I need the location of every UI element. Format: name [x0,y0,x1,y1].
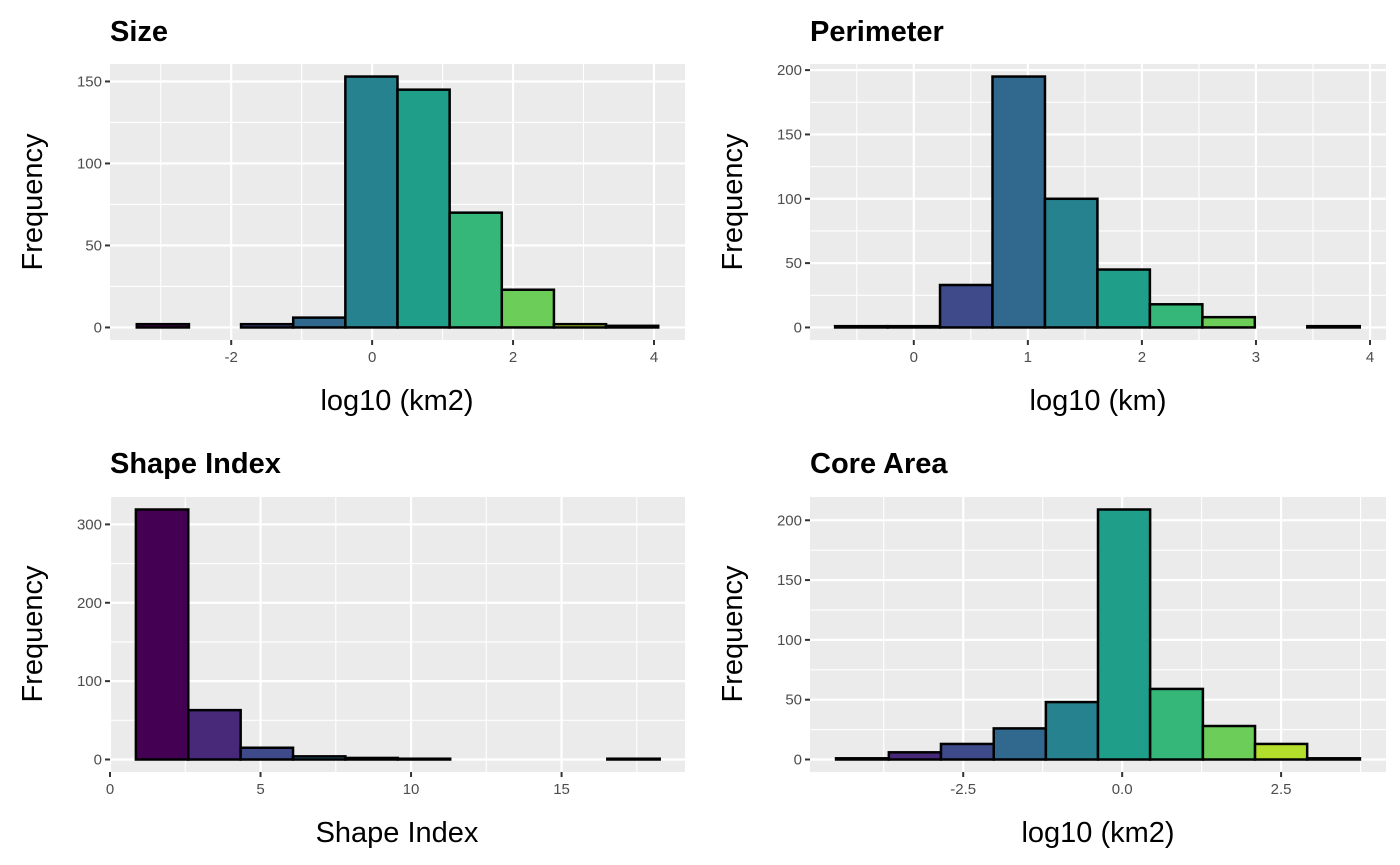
x-tick-label: 10 [403,781,420,798]
y-tick-label: 50 [785,255,802,272]
x-tick-label: 5 [256,781,264,798]
x-tick-label: 0 [106,781,114,798]
y-tick-label: 150 [777,572,802,589]
x-axis-title: log10 (km) [1030,385,1167,417]
histogram-bar [887,751,943,761]
y-tick-label: 150 [777,126,802,143]
histogram-bar [834,757,891,761]
histogram-bar [239,322,295,329]
y-tick-label: 150 [77,73,102,90]
x-tick-label: -2.5 [950,781,976,798]
histogram-bar [135,322,191,329]
y-axis-title: Frequency [717,133,749,271]
y-tick-label: 0 [94,752,102,769]
histogram-bar [291,316,347,329]
histogram-bar [606,757,661,761]
histogram-bar [1148,303,1204,329]
histogram-bar [1043,197,1099,329]
x-tick-label: 2 [509,349,517,366]
x-tick-label: 0 [368,349,376,366]
x-tick-label: 4 [1366,349,1374,366]
histogram-bar [886,324,942,329]
x-tick-label: -2 [225,349,238,366]
panel-title: Core Area [810,448,948,480]
panel-size: -2 0 2 4 0 50 100 150 Size Frequency log10 (km2… [17,16,685,417]
y-tick-label: 0 [94,319,102,336]
histogram-bar [448,211,504,329]
panel-perimeter: 0 1 2 3 4 0 50 100 150 200 Perimeter Frequency lo… [717,16,1386,417]
histogram-bar [604,324,660,329]
histogram-bar [344,756,400,761]
x-tick-label: 0.0 [1112,781,1133,798]
y-tick-label: 100 [777,191,802,208]
histogram-bar [1096,508,1152,761]
x-tick-label: 2.5 [1271,781,1292,798]
y-axis-title: Frequency [17,133,49,271]
histogram-bar [239,746,295,761]
histogram-bar [939,742,995,761]
x-tick-label: 3 [1252,349,1260,366]
histogram-bar [396,757,452,761]
histogram-bar [992,727,1048,761]
panel-shape-index: 0 5 10 15 0 100 200 300 Shape Index Frequency S… [17,448,685,849]
panel-core-area: -2.5 0.0 2.5 0 50 100 150 200 Core Area Frequen… [717,448,1386,849]
y-axis-title: Frequency [717,565,749,703]
histogram-bar [1306,324,1362,329]
histogram-bar [500,288,556,329]
histogram-bar [1201,724,1257,761]
histogram-bar [344,75,399,329]
histogram-bar [1096,268,1152,329]
panel-title: Shape Index [110,448,281,480]
x-tick-label: 0 [910,349,918,366]
y-tick-label: 100 [77,673,102,690]
x-axis-title: log10 (km2) [1021,817,1174,849]
histogram-bar [833,324,889,329]
y-tick-label: 100 [777,632,802,649]
panel-title: Perimeter [810,16,944,48]
histogram-bar [1305,757,1362,761]
histogram-bar [991,75,1047,329]
histogram-bar [187,708,242,761]
histogram-bar [552,322,608,329]
x-axis-title: Shape Index [316,817,479,849]
histogram-bar [396,88,451,329]
histogram-bar [1253,742,1309,761]
histogram-bar [1201,315,1257,329]
y-tick-label: 200 [777,512,802,529]
y-tick-label: 0 [794,752,802,769]
histogram-bar [134,508,190,761]
y-tick-label: 50 [85,237,102,254]
x-axis-title: log10 (km2) [320,385,473,417]
y-tick-label: 300 [77,516,102,533]
histogram-bar [1044,700,1100,761]
y-tick-label: 0 [794,319,802,336]
x-tick-label: 15 [553,781,570,798]
y-tick-label: 100 [77,155,102,172]
x-tick-label: 1 [1024,349,1032,366]
panel-title: Size [110,16,168,48]
y-tick-label: 200 [777,62,802,79]
histogram-bar [291,755,347,761]
histogram-bar [938,283,994,329]
x-tick-label: 2 [1138,349,1146,366]
histogram-bar [1148,687,1205,761]
y-tick-label: 50 [785,692,802,709]
y-axis-title: Frequency [17,565,49,703]
y-tick-label: 200 [77,595,102,612]
x-tick-label: 4 [650,349,658,366]
